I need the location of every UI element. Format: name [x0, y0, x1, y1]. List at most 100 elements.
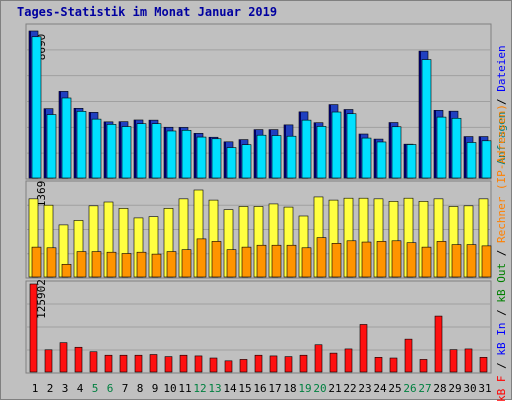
bar-shadow	[314, 122, 316, 178]
bar-kb-f-day-18	[284, 356, 293, 373]
x-tick-label: 22	[343, 382, 356, 395]
bar-shadow	[134, 119, 136, 178]
bar-rechner-ip-adressen--day-29	[451, 244, 462, 278]
bar-dateien-day-8	[136, 123, 147, 179]
x-tick-label: 16	[253, 382, 266, 395]
bar-dateien-day-14	[226, 147, 237, 179]
bar-rechner-ip-adressen--day-17	[271, 244, 282, 278]
bar-kb-f-day-16	[254, 354, 263, 373]
bar-kb-f-day-6	[104, 354, 113, 373]
bar-kb-f-day-10	[164, 356, 173, 373]
bar-rechner-ip-adressen--day-16	[256, 244, 267, 278]
bar-dateien-day-12	[196, 136, 207, 179]
bar-kb-f-day-19	[299, 354, 308, 373]
bar-dateien-day-13	[211, 138, 222, 179]
bar-shadow	[344, 109, 346, 178]
bar-shadow	[44, 108, 46, 178]
bar-shadow	[104, 121, 106, 178]
bar-kb-f-day-7	[119, 354, 128, 373]
bar-dateien-day-17	[271, 135, 282, 179]
bar-kb-f-day-29	[449, 349, 458, 373]
x-tick-label: 3	[62, 382, 69, 395]
bar-shadow	[209, 137, 211, 178]
bar-dateien-day-4	[76, 111, 87, 179]
bar-dateien-day-18	[286, 135, 297, 179]
bar-rechner-ip-adressen--day-21	[331, 243, 342, 278]
bar-rechner-ip-adressen--day-12	[196, 238, 207, 278]
bar-shadow	[374, 139, 376, 178]
bar-shadow	[59, 91, 61, 178]
bar-rechner-ip-adressen--day-15	[241, 246, 252, 278]
bar-dateien-day-11	[181, 129, 192, 179]
legend-entry: /	[495, 356, 508, 376]
bar-kb-f-day-13	[209, 357, 218, 373]
bar-dateien-day-16	[256, 134, 267, 179]
bar-kb-f-day-30	[464, 348, 473, 373]
legend-entry: kB F	[495, 376, 508, 401]
bar-shadow	[179, 127, 181, 178]
legend-right-bottom: kB F / kB In / kB Out / Rechner (IP-Adre…	[495, 104, 508, 401]
x-tick-label: 4	[77, 382, 84, 395]
bar-shadow	[434, 110, 436, 178]
bar-rechner-ip-adressen--day-30	[466, 244, 477, 278]
bar-kb-f-day-3	[59, 342, 68, 373]
bar-kb-f-day-27	[419, 359, 428, 373]
bar-rechner-ip-adressen--day-11	[181, 249, 192, 278]
x-tick-label: 19	[298, 382, 311, 395]
x-tick-label: 25	[388, 382, 401, 395]
x-tick-label: 31	[478, 382, 491, 395]
x-tick-label: 12	[193, 382, 206, 395]
bar-dateien-day-22	[346, 113, 357, 179]
x-tick-label: 7	[122, 382, 129, 395]
bar-dateien-day-10	[166, 130, 177, 179]
bar-kb-f-day-14	[224, 360, 233, 373]
bar-kb-f-day-26	[404, 338, 413, 373]
bar-kb-f-day-15	[239, 359, 248, 373]
bar-kb-f-day-22	[344, 348, 353, 373]
bar-rechner-ip-adressen--day-20	[316, 237, 327, 278]
bar-kb-f-day-20	[314, 344, 323, 373]
x-tick-label: 23	[358, 382, 371, 395]
bar-shadow	[164, 127, 166, 178]
legend-entry: /	[495, 92, 508, 112]
ymax-label-bottom: 125902	[35, 279, 48, 319]
legend-right-top: Anfragen / Dateien	[495, 45, 508, 164]
bar-kb-f-day-11	[179, 354, 188, 373]
bar-dateien-day-24	[376, 141, 387, 179]
x-tick-label: 6	[107, 382, 114, 395]
bar-kb-f-day-4	[74, 346, 83, 373]
bar-rechner-ip-adressen--day-2	[46, 247, 57, 278]
x-tick-label: 28	[433, 382, 446, 395]
bar-kb-f-day-23	[359, 324, 368, 373]
bar-dateien-day-9	[151, 123, 162, 179]
bar-rechner-ip-adressen--day-26	[406, 242, 417, 278]
bar-rechner-ip-adressen--day-10	[166, 251, 177, 278]
bar-dateien-day-15	[241, 144, 252, 179]
x-tick-label: 10	[163, 382, 176, 395]
x-tick-label: 8	[137, 382, 144, 395]
bar-shadow	[149, 120, 151, 178]
chart-title: Tages-Statistik im Monat Januar 2019	[17, 5, 277, 19]
bar-dateien-day-3	[61, 97, 72, 179]
bar-kb-f-day-25	[389, 357, 398, 373]
bar-dateien-day-5	[91, 118, 102, 179]
bar-dateien-day-1	[31, 36, 42, 179]
x-tick-label: 17	[268, 382, 281, 395]
bar-shadow	[479, 136, 481, 178]
bar-rechner-ip-adressen--day-28	[436, 241, 447, 278]
bar-rechner-ip-adressen--day-19	[301, 247, 312, 278]
bar-shadow	[89, 112, 91, 178]
x-tick-label: 26	[403, 382, 416, 395]
bar-shadow	[389, 122, 391, 178]
bar-shadow	[29, 31, 31, 178]
bar-kb-f-day-5	[89, 351, 98, 373]
bar-rechner-ip-adressen--day-22	[346, 240, 357, 278]
legend-entry: Anfragen	[495, 112, 508, 165]
bar-kb-f-day-2	[44, 349, 53, 373]
bar-rechner-ip-adressen--day-27	[421, 246, 432, 278]
bar-marks	[28, 30, 492, 373]
bar-kb-f-day-17	[269, 355, 278, 373]
bar-rechner-ip-adressen--day-3	[61, 263, 72, 278]
